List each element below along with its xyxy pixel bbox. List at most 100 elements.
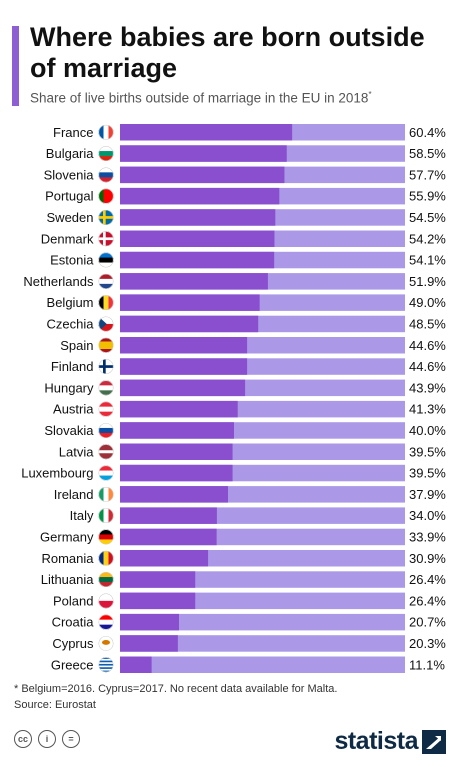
ireland-flag-icon [98,486,114,502]
bar [120,613,179,631]
value-label: 60.4% [409,125,446,140]
country-label: Slovenia [44,167,95,182]
bar [120,187,280,205]
cc-icon-glyph: cc [17,734,28,744]
country-label: Bulgaria [46,146,94,161]
value-label: 39.5% [409,444,446,459]
bar [120,400,238,418]
value-label: 30.9% [409,551,446,566]
bar [120,251,275,269]
czechia-flag-icon [98,316,114,332]
slovakia-flag-icon [98,422,114,438]
country-label: Austria [53,402,94,417]
value-label: 57.7% [409,167,446,182]
value-label: 54.5% [409,210,446,225]
country-label: Cyprus [52,636,94,651]
bar [120,486,229,503]
country-label: Luxembourg [21,466,93,481]
slovenia-flag-icon [98,167,114,183]
bar [120,230,275,247]
brand-name: statista [334,727,418,755]
by-icon-glyph: i [45,734,49,744]
statista-logo[interactable]: statista [334,727,446,756]
nd-icon[interactable]: = [62,730,80,748]
by-icon[interactable]: i [38,730,56,748]
country-label: Netherlands [23,274,94,289]
country-label: Denmark [41,231,94,246]
lithuania-flag-icon [98,572,114,588]
bar [120,656,152,673]
greece-flag-icon [98,657,114,673]
germany-flag-icon [98,529,114,545]
bar-track [120,613,405,631]
country-label: Belgium [47,295,94,310]
nd-icon-glyph: = [68,734,74,744]
country-label: Finland [51,359,94,374]
country-label: Croatia [52,615,95,630]
estonia-flag-icon [98,252,114,268]
bar [120,145,287,162]
cc-icon[interactable]: cc [14,730,32,748]
country-label: Germany [40,529,94,544]
value-label: 44.6% [409,359,446,374]
austria-flag-icon [98,401,114,417]
title-accent-bar [12,26,19,106]
finland-flag-icon [98,359,114,375]
bar [120,422,234,439]
sweden-flag-icon [98,209,114,225]
bar [120,571,196,588]
footnote: * Belgium=2016. Cyprus=2017. No recent d… [14,683,338,695]
bar [120,124,293,141]
country-label: Poland [53,593,93,608]
value-label: 40.0% [409,423,446,438]
bar [120,464,233,482]
value-label: 33.9% [409,529,446,544]
country-label: Portugal [45,189,94,204]
value-label: 55.9% [409,189,446,204]
latvia-flag-icon [98,444,114,460]
bar-track [120,656,405,673]
value-label: 49.0% [409,295,446,310]
value-label: 44.6% [409,338,446,353]
license-icons: cc i = [14,730,80,748]
bar-chart: France 60.4% Bulgaria 58.5% Slovenia 57.7% Por… [21,124,446,673]
country-label: Hungary [44,380,94,395]
value-label: 51.9% [409,274,446,289]
country-label: Lithuania [41,572,95,587]
cyprus-flag-icon [98,635,114,651]
country-label: Ireland [54,487,94,502]
bar [120,337,248,354]
bar [120,273,268,290]
bulgaria-flag-icon [98,146,114,162]
country-label: Slovakia [44,423,94,438]
country-label: Sweden [47,210,94,225]
country-label: France [53,125,93,140]
netherlands-flag-icon [98,273,114,289]
value-label: 54.1% [409,253,446,268]
luxembourg-flag-icon [98,465,114,481]
value-label: 26.4% [409,593,446,608]
value-label: 20.7% [409,615,446,630]
subtitle-text: Share of live births outside of marriage… [30,90,369,106]
bar [120,209,276,226]
value-label: 58.5% [409,146,446,161]
country-label: Greece [51,657,94,672]
france-flag-icon [98,124,114,140]
value-label: 39.5% [409,466,446,481]
bar [120,294,260,311]
value-label: 48.5% [409,316,446,331]
value-label: 20.3% [409,636,446,651]
value-label: 34.0% [409,508,446,523]
denmark-flag-icon [98,231,114,247]
statista-mark-icon [422,729,446,754]
bar [120,358,248,375]
value-label: 11.1% [409,657,445,672]
bar [120,507,217,524]
bar [120,379,246,397]
subtitle-footnote-mark: * [368,90,372,99]
poland-flag-icon [98,593,114,609]
chart-title: Where babies are born outside of marriag… [30,22,425,83]
value-label: 41.3% [409,402,446,417]
value-label: 26.4% [409,572,446,587]
chart-subtitle: Share of live births outside of marriage… [30,90,372,106]
